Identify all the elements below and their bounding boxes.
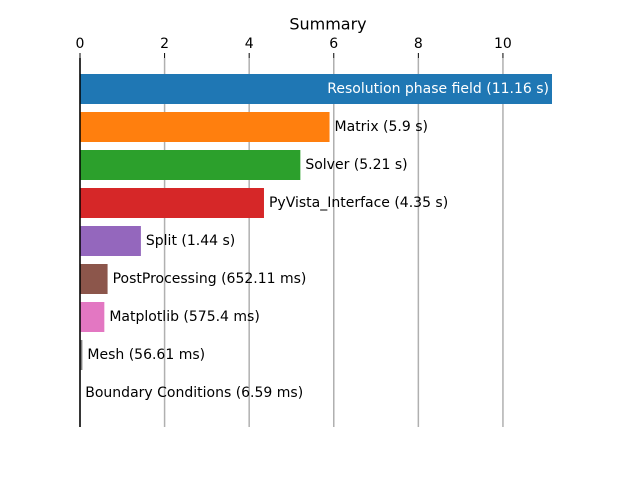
value-label: Split (1.44 s) <box>146 233 235 249</box>
value-label: Matrix (5.9 s) <box>335 119 428 135</box>
value-label: Matplotlib (575.4 ms) <box>109 309 259 325</box>
bar <box>80 340 83 370</box>
chart-title: Summary <box>289 15 366 34</box>
x-tick-label: 2 <box>160 36 169 52</box>
bar <box>80 302 105 332</box>
x-tick-label: 10 <box>494 36 512 52</box>
x-tick-label: 0 <box>76 36 85 52</box>
bar <box>80 226 141 256</box>
value-label: Solver (5.21 s) <box>305 157 407 173</box>
value-label: PyVista_Interface (4.35 s) <box>269 195 448 211</box>
x-tick-label: 4 <box>245 36 254 52</box>
value-label: Boundary Conditions (6.59 ms) <box>85 385 303 401</box>
bar <box>80 150 301 180</box>
bar <box>80 74 552 104</box>
x-tick-label: 8 <box>414 36 423 52</box>
bar <box>80 112 330 142</box>
x-tick-label: 6 <box>329 36 338 52</box>
value-label: Mesh (56.61 ms) <box>87 347 205 363</box>
bar <box>80 188 264 218</box>
bar <box>80 264 108 294</box>
value-label: PostProcessing (652.11 ms) <box>113 271 307 287</box>
value-label: Resolution phase field (11.16 s) <box>327 81 549 97</box>
